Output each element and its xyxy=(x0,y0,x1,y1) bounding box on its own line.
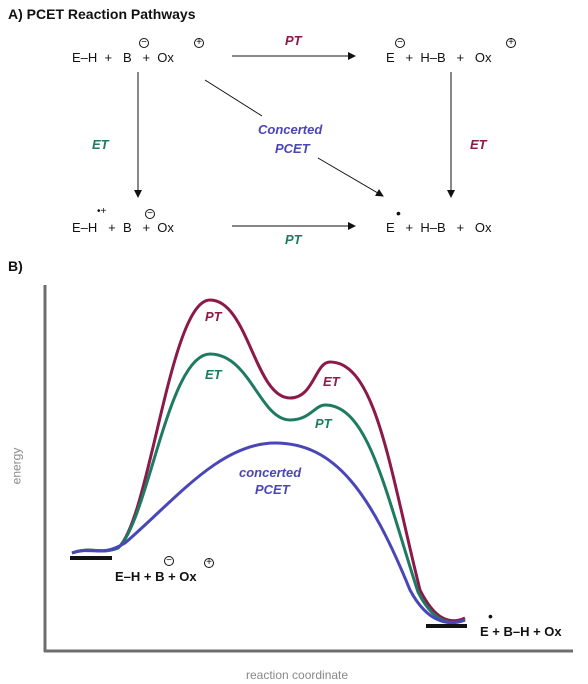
y-axis-label: energy xyxy=(9,447,24,485)
label-et-right: ET xyxy=(470,137,487,152)
species-top-left: E–H + B + Ox xyxy=(72,50,174,65)
label-et-left: ET xyxy=(92,137,109,152)
plus-charge-icon: + xyxy=(204,558,214,568)
radical-mark: • xyxy=(488,608,493,624)
minus-charge-icon: − xyxy=(164,556,174,566)
curve-et-first xyxy=(71,352,466,624)
curve-label-concerted-1: concerted xyxy=(239,465,302,480)
radical-cation-mark: •+ xyxy=(97,206,107,217)
label-pt-top: PT xyxy=(285,33,302,48)
label-concerted-2: PCET xyxy=(275,141,310,156)
radical-mark: • xyxy=(396,205,401,221)
curve-label-concerted-2: PCET xyxy=(255,482,290,497)
label-pt-bottom: PT xyxy=(285,232,302,247)
species-bottom-left: E–H + B + Ox xyxy=(72,220,174,235)
plus-charge-icon: + xyxy=(506,38,516,48)
plus-charge-icon: + xyxy=(194,38,204,48)
curve-label-et-1: ET xyxy=(205,367,222,382)
label-concerted-1: Concerted xyxy=(258,122,323,137)
minus-charge-icon: − xyxy=(145,209,155,219)
species-bottom-right: E + H–B + Ox xyxy=(386,220,492,235)
arrow-concerted-a xyxy=(204,79,263,117)
products-label: E + B–H + Ox xyxy=(480,624,562,639)
curve-label-pt: PT xyxy=(205,309,222,324)
arrow-concerted-b xyxy=(317,157,384,197)
x-axis-label: reaction coordinate xyxy=(246,668,349,682)
curve-label-et-2: ET xyxy=(323,374,340,389)
minus-charge-icon: − xyxy=(395,38,405,48)
species-top-right: E + H–B + Ox xyxy=(386,50,492,65)
reactants-label: E–H + B + Ox xyxy=(115,569,197,584)
section-a-title: A) PCET Reaction Pathways xyxy=(8,6,196,22)
section-b-title: B) xyxy=(8,258,23,274)
curve-label-pt-2: PT xyxy=(315,416,332,431)
minus-charge-icon: − xyxy=(139,38,149,48)
curve-concerted xyxy=(71,441,466,625)
